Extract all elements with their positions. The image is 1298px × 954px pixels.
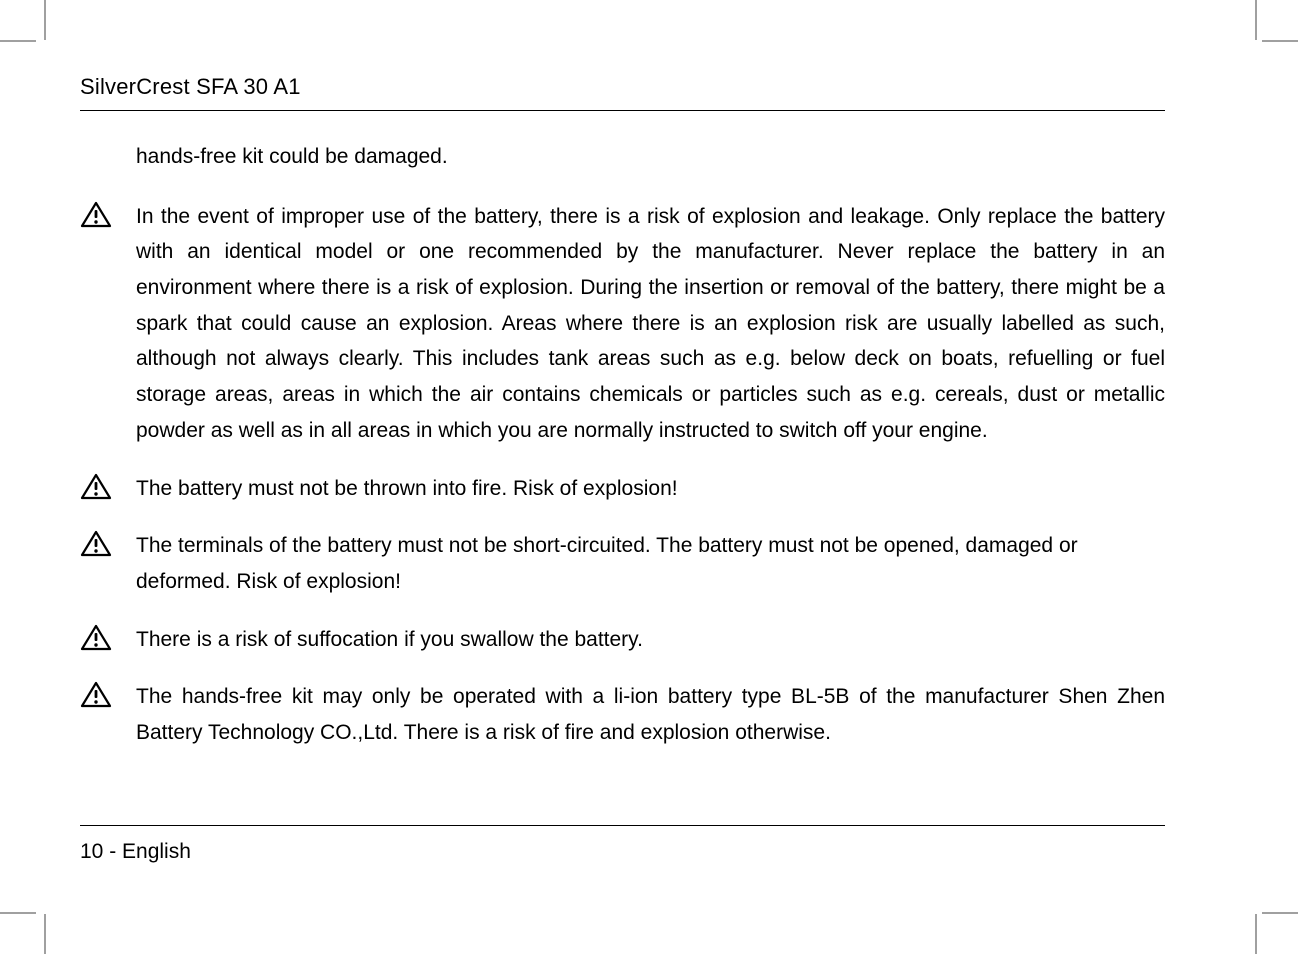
warning-text: The hands-free kit may only be operated …	[136, 679, 1165, 750]
crop-mark	[1262, 912, 1298, 914]
warning-text: The terminals of the battery must not be…	[136, 528, 1165, 599]
crop-mark	[44, 914, 46, 954]
warning-triangle-icon	[80, 530, 112, 558]
warning-item: The battery must not be thrown into fire…	[80, 471, 1165, 507]
warning-triangle-icon	[80, 681, 112, 709]
intro-paragraph: hands-free kit could be damaged.	[136, 139, 1165, 175]
crop-mark	[1255, 914, 1257, 954]
footer-language: English	[122, 840, 191, 863]
crop-mark	[44, 0, 46, 40]
page-footer: 10 - English	[80, 825, 1165, 864]
page-number-text: 10 - English	[80, 840, 191, 863]
warning-triangle-icon	[80, 201, 112, 229]
warning-item: There is a risk of suffocation if you sw…	[80, 622, 1165, 658]
warnings-list: In the event of improper use of the batt…	[80, 199, 1165, 751]
warning-triangle-icon	[80, 473, 112, 501]
warning-text: In the event of improper use of the batt…	[136, 199, 1165, 449]
warning-item: The terminals of the battery must not be…	[80, 528, 1165, 599]
page-number: 10	[80, 840, 103, 863]
crop-mark	[1262, 40, 1298, 42]
crop-mark	[0, 40, 36, 42]
warning-triangle-icon	[80, 624, 112, 652]
warning-text: There is a risk of suffocation if you sw…	[136, 622, 1165, 658]
warning-item: The hands-free kit may only be operated …	[80, 679, 1165, 750]
warning-item: In the event of improper use of the batt…	[80, 199, 1165, 449]
crop-mark	[1255, 0, 1257, 40]
crop-mark	[0, 912, 36, 914]
warning-text: The battery must not be thrown into fire…	[136, 471, 1165, 507]
document-header-title: SilverCrest SFA 30 A1	[80, 74, 1165, 111]
footer-separator: -	[103, 840, 122, 863]
page-content: SilverCrest SFA 30 A1 hands-free kit cou…	[80, 74, 1165, 773]
